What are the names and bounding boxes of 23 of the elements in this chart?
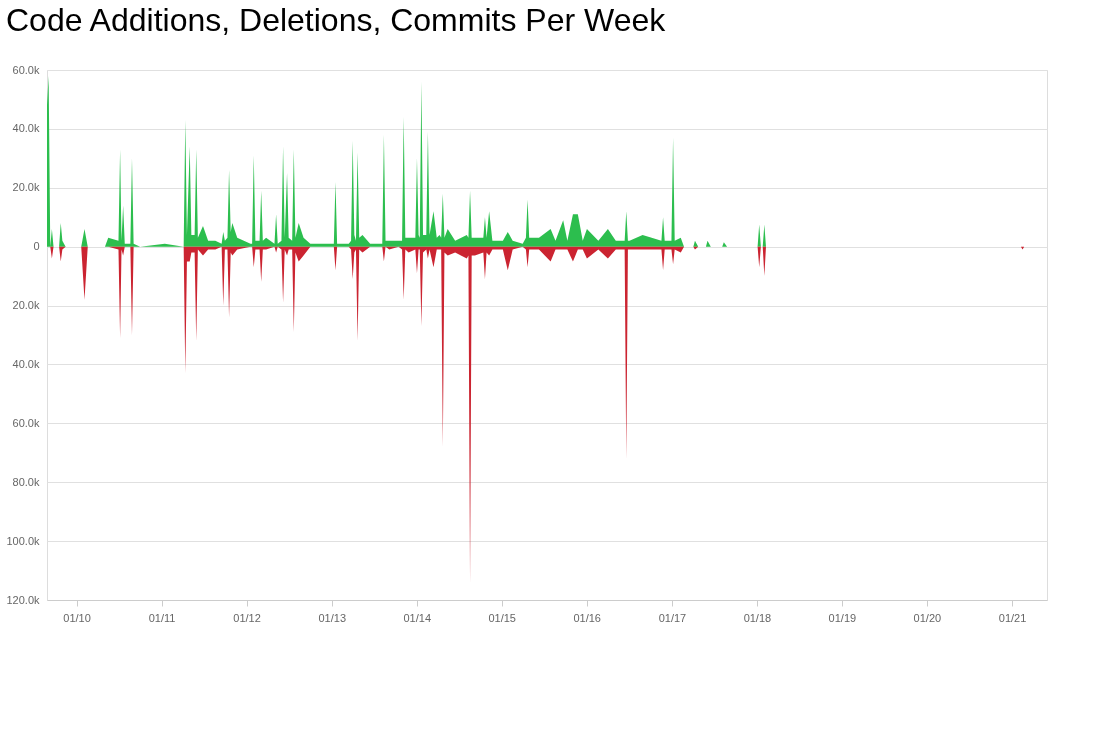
x-tick-label: 01/11	[148, 611, 176, 624]
x-tick-label: 01/19	[828, 611, 857, 624]
y-tick-label: 20.0k	[12, 181, 40, 194]
y-tick-label: 0	[33, 240, 40, 253]
y-tick-label: 20.0k	[12, 299, 40, 312]
x-tick-label: 01/15	[488, 611, 516, 624]
y-tick-label: 60.0k	[12, 63, 40, 76]
y-tick-label: 40.0k	[12, 122, 40, 135]
y-tick-label: 120.0k	[6, 593, 40, 606]
x-tick-label: 01/18	[743, 611, 772, 624]
chart-title: Code Additions, Deletions, Commits Per Week	[5, 2, 667, 38]
y-tick-label: 60.0k	[12, 416, 40, 429]
x-tick-label: 01/10	[63, 611, 91, 624]
y-tick-label: 80.0k	[12, 475, 40, 488]
x-tick-label: 01/16	[573, 611, 601, 624]
x-tick-label: 01/17	[658, 611, 687, 624]
x-tick-label: 01/14	[403, 611, 431, 624]
x-tick-label: 01/13	[318, 611, 347, 624]
y-tick-label: 40.0k	[12, 357, 40, 370]
y-tick-label: 100.0k	[6, 534, 40, 547]
x-tick-label: 01/20	[913, 611, 942, 624]
x-tick-label: 01/12	[233, 611, 261, 624]
x-tick-label: 01/21	[998, 611, 1027, 624]
